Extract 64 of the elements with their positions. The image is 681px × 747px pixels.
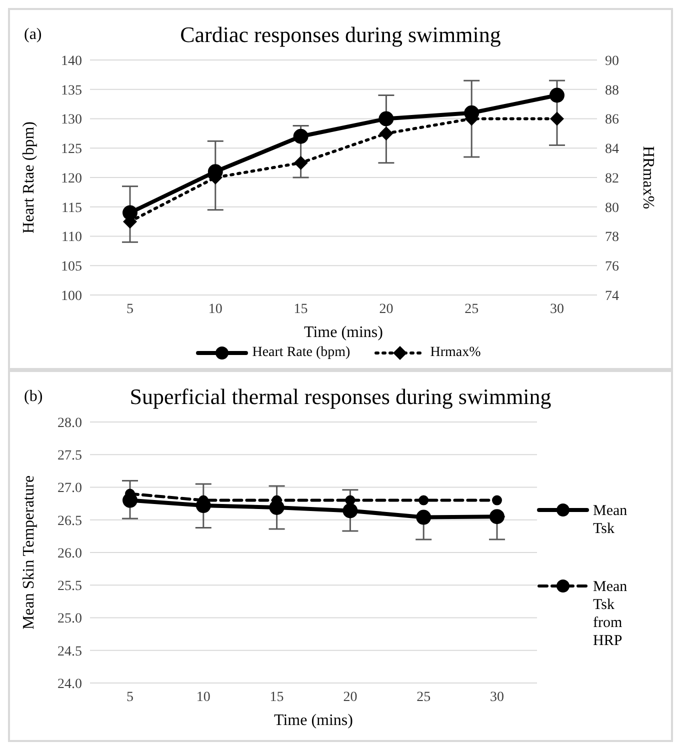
point xyxy=(294,156,308,170)
y-tick-label: 105 xyxy=(61,260,82,275)
x-tick-label: 30 xyxy=(550,302,564,317)
legend-label: Mean Tsk xyxy=(593,502,628,538)
point xyxy=(378,111,394,126)
y-tick-label: 27.5 xyxy=(58,448,82,464)
y-tick-label: 24.0 xyxy=(58,676,82,692)
x-tick-label: 30 xyxy=(490,690,504,705)
x-tick-label: 25 xyxy=(416,690,431,705)
x-tick-label: 25 xyxy=(464,302,479,317)
y-tick-label: 115 xyxy=(62,200,82,216)
point xyxy=(416,510,432,525)
x-tick-label: 15 xyxy=(270,690,284,705)
y2-tick-label: 76 xyxy=(605,260,619,275)
point xyxy=(379,126,394,140)
y-tick-label: 125 xyxy=(61,142,82,158)
point xyxy=(345,495,356,506)
y-axis-title: Mean Skin Temperature xyxy=(20,475,38,630)
y2-tick-label: 90 xyxy=(605,54,619,69)
y-tick-label: 24.5 xyxy=(58,644,82,660)
x-tick-label: 10 xyxy=(208,302,222,317)
y-axis-title: Heart Rtae (bpm) xyxy=(20,122,38,234)
y-tick-label: 26.5 xyxy=(58,514,82,529)
y-tick-label: 130 xyxy=(61,112,82,128)
text: (b) xyxy=(24,388,43,406)
x-tick-label: 20 xyxy=(379,302,394,317)
x-tick-label: 5 xyxy=(126,302,134,317)
legend-label: Mean Tsk from HRP xyxy=(593,578,628,650)
x-tick-label: 15 xyxy=(294,302,308,317)
point xyxy=(418,495,429,506)
x-tick-label: 5 xyxy=(126,690,134,705)
y-tick-label: 110 xyxy=(62,230,82,246)
y2-tick-label: 74 xyxy=(605,288,619,304)
y-tick-label: 100 xyxy=(61,288,82,304)
y2-tick-label: 86 xyxy=(605,112,619,128)
y2-tick-label: 88 xyxy=(605,83,619,98)
x-axis-title: Time (mins) xyxy=(304,324,383,341)
y-tick-label: 25.0 xyxy=(58,612,82,627)
y2-axis-title: HRmax% xyxy=(639,146,656,210)
y2-tick-label: 82 xyxy=(605,171,619,186)
y-tick-label: 135 xyxy=(61,83,82,98)
y-tick-label: 25.5 xyxy=(58,579,82,594)
point xyxy=(550,88,564,103)
x-tick-label: 20 xyxy=(343,690,358,705)
text: (a) xyxy=(24,26,42,44)
y-tick-label: 120 xyxy=(61,171,82,186)
y-tick-label: 28.0 xyxy=(58,416,82,431)
y-tick-label: 27.0 xyxy=(58,481,82,496)
y2-tick-label: 78 xyxy=(605,230,619,246)
y2-tick-label: 80 xyxy=(605,200,619,216)
x-tick-label: 10 xyxy=(196,690,210,705)
point xyxy=(492,495,502,506)
y-tick-label: 26.0 xyxy=(58,546,82,562)
point xyxy=(342,503,358,518)
chart-title: Cardiac responses during swimming xyxy=(180,22,501,47)
y2-tick-label: 84 xyxy=(605,142,619,158)
point xyxy=(550,112,564,126)
y-tick-label: 140 xyxy=(61,54,82,69)
point xyxy=(490,509,504,524)
chart-title: Superficial thermal responses during swimming xyxy=(130,384,552,409)
legend-label: Heart Rate (bpm) xyxy=(252,345,350,361)
x-axis-title: Time (mins) xyxy=(274,712,353,729)
legend-label: Hrmax% xyxy=(430,345,481,361)
point xyxy=(293,128,308,144)
